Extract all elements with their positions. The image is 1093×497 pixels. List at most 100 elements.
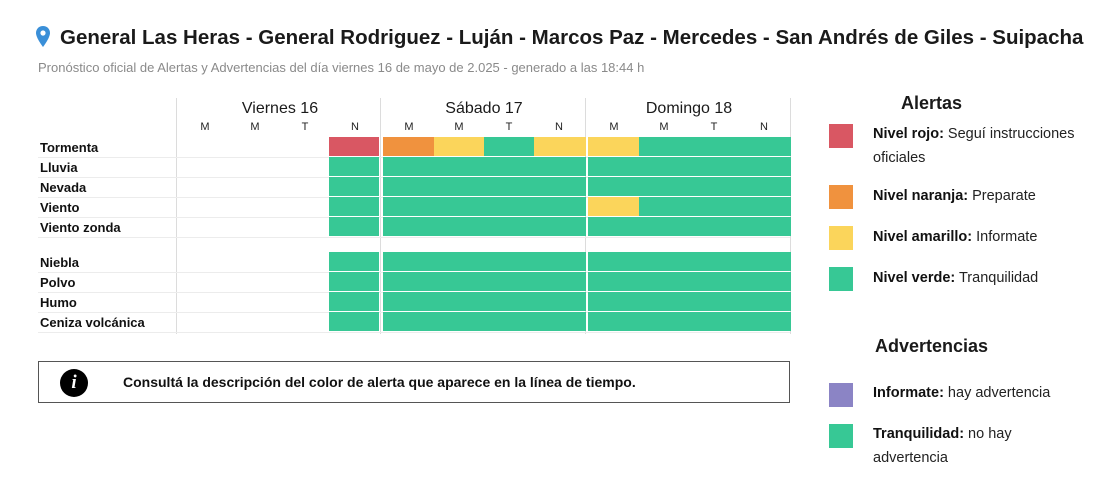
day-header: Viernes 16 bbox=[241, 100, 319, 117]
timeline-cell bbox=[329, 292, 379, 311]
timeline-cell bbox=[329, 137, 379, 156]
legend-swatch-green bbox=[829, 267, 853, 291]
timeline-cell bbox=[534, 252, 586, 271]
legend-item: Nivel amarillo: Informate bbox=[873, 225, 1083, 249]
timeline-cell bbox=[739, 137, 791, 156]
timeline-cell bbox=[639, 312, 689, 331]
timeline-cell bbox=[329, 312, 379, 331]
period-label: N bbox=[760, 121, 768, 133]
timeline-cell bbox=[588, 272, 639, 291]
legend-swatch-green bbox=[829, 424, 853, 448]
timeline-cell bbox=[383, 197, 434, 216]
period-label: M bbox=[250, 121, 260, 133]
timeline-cell bbox=[329, 252, 379, 271]
row-label: Tormenta bbox=[40, 140, 99, 155]
timeline-cell bbox=[534, 157, 586, 176]
timeline-cell bbox=[588, 137, 639, 156]
day-header: Sábado 17 bbox=[445, 100, 523, 117]
period-label: M bbox=[404, 121, 414, 133]
period-label: M bbox=[454, 121, 464, 133]
legend-description: Preparate bbox=[968, 188, 1036, 204]
period-label: M bbox=[609, 121, 619, 133]
timeline-cell bbox=[689, 252, 739, 271]
timeline-cell bbox=[383, 177, 434, 196]
timeline-cell bbox=[689, 217, 739, 236]
timeline-cell bbox=[484, 157, 534, 176]
timeline-cell bbox=[434, 312, 484, 331]
timeline-cell bbox=[534, 137, 586, 156]
timeline-cell bbox=[534, 292, 586, 311]
period-label: N bbox=[555, 121, 563, 133]
column-separator bbox=[176, 98, 177, 334]
timeline-cell bbox=[639, 252, 689, 271]
timeline-cell bbox=[484, 272, 534, 291]
timeline-cell bbox=[383, 292, 434, 311]
timeline-cell bbox=[588, 292, 639, 311]
timeline-cell bbox=[484, 137, 534, 156]
timeline-cell bbox=[434, 177, 484, 196]
timeline-cell bbox=[689, 177, 739, 196]
row-label: Niebla bbox=[40, 255, 80, 270]
legend-swatch-red bbox=[829, 124, 853, 148]
legend-description: Seguí instrucciones oficiales bbox=[873, 126, 1075, 166]
legend-item: Tranquilidad: no hay advertencia bbox=[873, 422, 1083, 470]
info-note: i Consultá la descripción del color de a… bbox=[38, 361, 790, 403]
legend-item: Informate: hay advertencia bbox=[873, 381, 1083, 405]
timeline-cell bbox=[534, 197, 586, 216]
row-divider bbox=[38, 237, 790, 238]
column-separator bbox=[790, 98, 791, 334]
timeline-cell bbox=[739, 197, 791, 216]
timeline-cell bbox=[689, 157, 739, 176]
timeline-cell bbox=[434, 217, 484, 236]
legend-level: Informate: bbox=[873, 385, 944, 401]
period-label: N bbox=[351, 121, 359, 133]
timeline-cell bbox=[434, 292, 484, 311]
legend-level: Nivel naranja: bbox=[873, 188, 969, 204]
timeline-cell bbox=[329, 177, 379, 196]
legend-description: no hay advertencia bbox=[873, 426, 1012, 466]
info-note-text: Consultá la descripción del color de ale… bbox=[123, 374, 636, 390]
period-label: M bbox=[200, 121, 210, 133]
alerts-legend-title: Alertas bbox=[901, 93, 963, 113]
timeline-cell bbox=[739, 252, 791, 271]
timeline-cell bbox=[739, 217, 791, 236]
legend-item: Nivel naranja: Preparate bbox=[873, 184, 1083, 208]
legend-swatch-purple bbox=[829, 383, 853, 407]
timeline-cell bbox=[484, 217, 534, 236]
timeline-cell bbox=[484, 312, 534, 331]
timeline-cell bbox=[484, 252, 534, 271]
timeline-cell bbox=[588, 217, 639, 236]
timeline-cell bbox=[588, 197, 639, 216]
timeline-cell bbox=[689, 292, 739, 311]
timeline-cell bbox=[383, 217, 434, 236]
legend-description: Informate bbox=[972, 229, 1038, 245]
timeline-cell bbox=[534, 177, 586, 196]
forecast-subtitle: Pronóstico oficial de Alertas y Adverten… bbox=[38, 60, 645, 75]
timeline-cell bbox=[689, 137, 739, 156]
row-label: Humo bbox=[40, 295, 77, 310]
timeline-cell bbox=[534, 217, 586, 236]
timeline-cell bbox=[534, 312, 586, 331]
legend-item: Nivel rojo: Seguí instrucciones oficiale… bbox=[873, 122, 1083, 170]
timeline-cell bbox=[434, 197, 484, 216]
row-label: Viento bbox=[40, 200, 80, 215]
map-pin-icon bbox=[36, 26, 50, 47]
timeline-cell bbox=[588, 312, 639, 331]
column-separator bbox=[380, 98, 381, 334]
legend-description: hay advertencia bbox=[943, 385, 1051, 401]
timeline-cell bbox=[689, 272, 739, 291]
timeline-cell bbox=[739, 177, 791, 196]
timeline-cell bbox=[383, 252, 434, 271]
timeline-cell bbox=[739, 157, 791, 176]
timeline-cell bbox=[329, 157, 379, 176]
timeline-cell bbox=[434, 272, 484, 291]
legend-level: Tranquilidad: bbox=[873, 426, 965, 442]
timeline-cell bbox=[739, 292, 791, 311]
row-label: Polvo bbox=[40, 275, 76, 290]
timeline-cell bbox=[383, 157, 434, 176]
page-title: General Las Heras - General Rodriguez - … bbox=[60, 26, 1084, 49]
timeline-cell bbox=[639, 197, 689, 216]
legend-swatch-yellow bbox=[829, 226, 853, 250]
timeline-cell bbox=[329, 197, 379, 216]
timeline-cell bbox=[484, 197, 534, 216]
